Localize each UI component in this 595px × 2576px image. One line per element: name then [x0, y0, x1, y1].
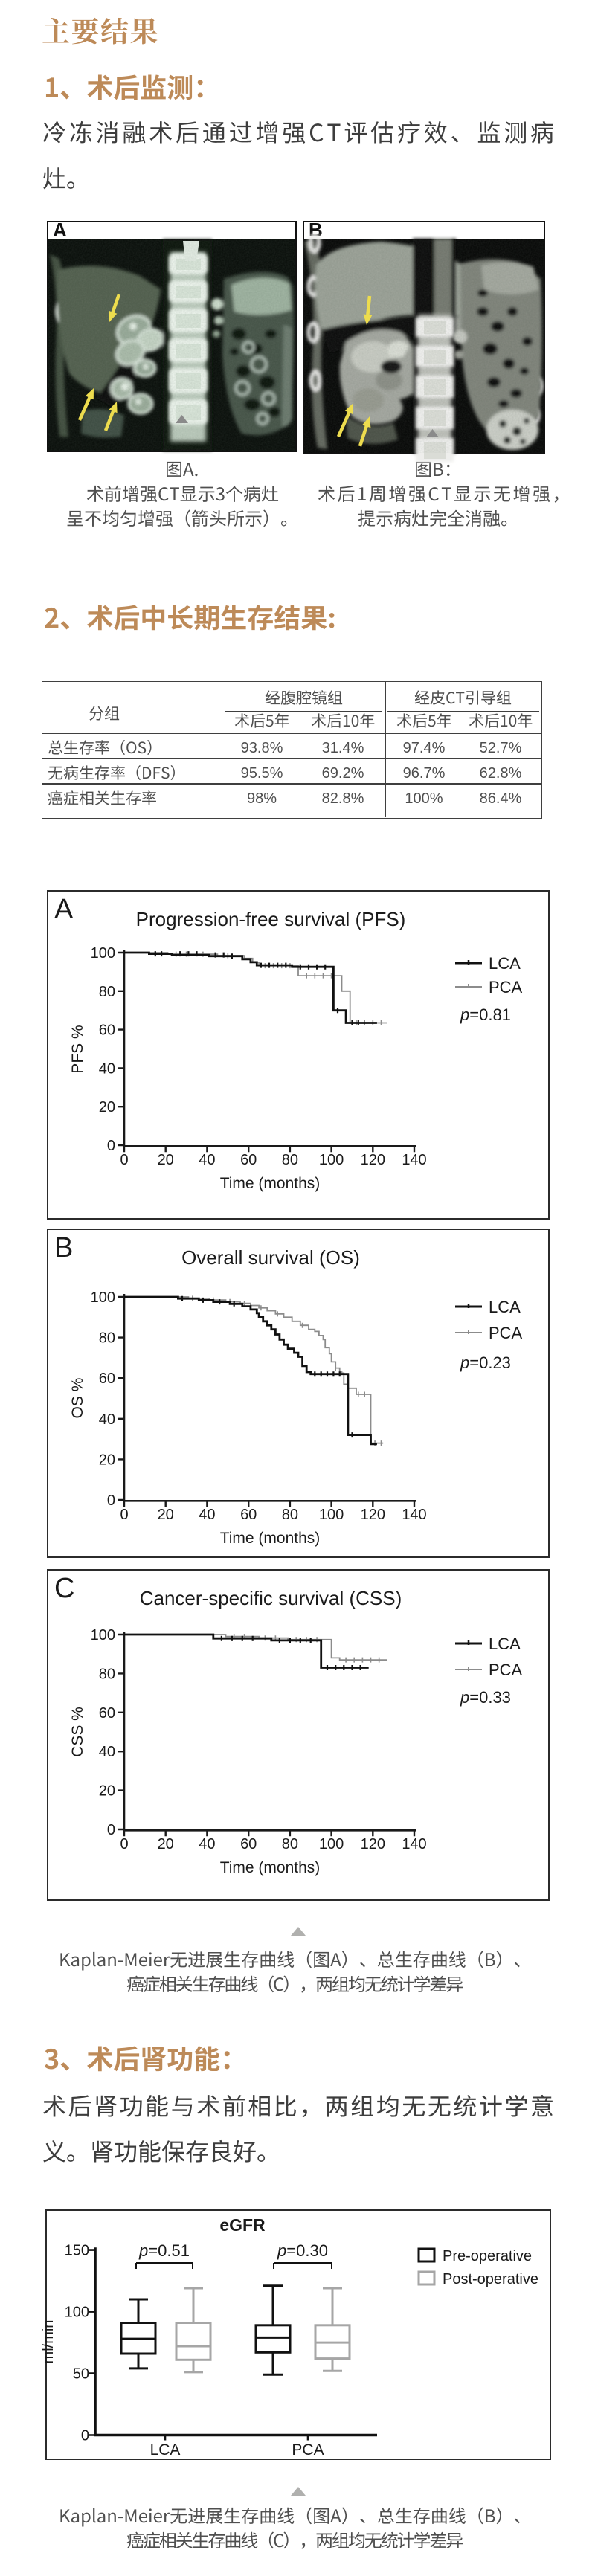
svg-text:Progression-free survival (PFS: Progression-free survival (PFS) [136, 908, 406, 930]
svg-text:80: 80 [99, 1330, 115, 1347]
svg-text:60: 60 [99, 1371, 115, 1387]
svg-text:ml/min: ml/min [40, 2320, 57, 2364]
svg-text:80: 80 [282, 1836, 298, 1852]
svg-text:50: 50 [73, 2366, 89, 2383]
svg-text:40: 40 [99, 1411, 115, 1428]
svg-text:C: C [54, 1573, 74, 1604]
svg-text:40: 40 [99, 1744, 115, 1760]
svg-text:20: 20 [158, 1507, 174, 1523]
svg-text:100: 100 [91, 1627, 115, 1643]
svg-text:20: 20 [158, 1836, 174, 1852]
svg-text:40: 40 [199, 1507, 215, 1523]
svg-text:80: 80 [282, 1507, 298, 1523]
svg-text:140: 140 [402, 1507, 426, 1523]
svg-text:p=0.33: p=0.33 [460, 1688, 511, 1707]
svg-text:40: 40 [199, 1152, 215, 1168]
svg-text:PCA: PCA [292, 2441, 324, 2459]
svg-text:80: 80 [99, 1666, 115, 1682]
svg-text:p=0.51: p=0.51 [138, 2241, 190, 2260]
svg-text:Pre-operative: Pre-operative [443, 2248, 532, 2264]
svg-text:100: 100 [65, 2305, 89, 2321]
svg-text:120: 120 [361, 1836, 385, 1852]
svg-text:B: B [54, 1232, 73, 1263]
svg-text:LCA: LCA [489, 1635, 521, 1653]
svg-text:PFS %: PFS % [69, 1025, 86, 1073]
svg-text:Post-operative: Post-operative [443, 2271, 538, 2287]
svg-text:150: 150 [65, 2243, 89, 2259]
svg-text:LCA: LCA [489, 1298, 521, 1316]
svg-text:p=0.30: p=0.30 [277, 2241, 328, 2260]
svg-text:p=0.23: p=0.23 [460, 1353, 511, 1372]
svg-text:A: A [53, 219, 67, 241]
svg-text:PCA: PCA [489, 1661, 523, 1679]
svg-text:60: 60 [240, 1836, 257, 1852]
svg-text:Time (months): Time (months) [220, 1530, 321, 1547]
svg-text:20: 20 [99, 1783, 115, 1800]
svg-text:20: 20 [158, 1152, 174, 1168]
svg-text:PCA: PCA [489, 1324, 523, 1342]
svg-text:60: 60 [240, 1507, 257, 1523]
svg-text:60: 60 [99, 1023, 115, 1039]
svg-text:Cancer-specific survival (CSS): Cancer-specific survival (CSS) [140, 1587, 402, 1609]
svg-text:0: 0 [107, 1493, 115, 1509]
svg-text:0: 0 [120, 1507, 128, 1523]
svg-text:Overall survival (OS): Overall survival (OS) [181, 1246, 360, 1269]
svg-text:Time (months): Time (months) [220, 1175, 321, 1192]
svg-text:140: 140 [402, 1836, 426, 1852]
svg-text:eGFR: eGFR [219, 2215, 266, 2235]
svg-text:OS %: OS % [69, 1378, 86, 1419]
svg-text:CSS %: CSS % [69, 1707, 86, 1757]
svg-text:20: 20 [99, 1452, 115, 1468]
svg-text:0: 0 [81, 2428, 89, 2444]
svg-text:140: 140 [402, 1152, 426, 1168]
svg-text:A: A [54, 894, 74, 925]
svg-text:100: 100 [91, 945, 115, 962]
svg-text:80: 80 [99, 984, 115, 1000]
svg-text:p=0.81: p=0.81 [460, 1005, 511, 1024]
svg-text:100: 100 [319, 1507, 344, 1523]
svg-text:40: 40 [99, 1060, 115, 1077]
svg-text:40: 40 [199, 1836, 215, 1852]
svg-text:LCA: LCA [150, 2441, 181, 2459]
svg-text:0: 0 [107, 1138, 115, 1154]
svg-text:LCA: LCA [489, 954, 521, 973]
svg-text:Time (months): Time (months) [220, 1859, 321, 1876]
svg-text:20: 20 [99, 1099, 115, 1115]
svg-text:120: 120 [361, 1152, 385, 1168]
svg-text:120: 120 [361, 1507, 385, 1523]
svg-text:60: 60 [240, 1152, 257, 1168]
svg-text:100: 100 [319, 1152, 344, 1168]
svg-text:0: 0 [107, 1822, 115, 1838]
svg-text:0: 0 [120, 1836, 128, 1852]
svg-text:80: 80 [282, 1152, 298, 1168]
svg-text:PCA: PCA [489, 978, 523, 996]
svg-text:60: 60 [99, 1705, 115, 1722]
svg-text:100: 100 [319, 1836, 344, 1852]
svg-text:100: 100 [91, 1289, 115, 1306]
svg-text:0: 0 [120, 1152, 128, 1168]
